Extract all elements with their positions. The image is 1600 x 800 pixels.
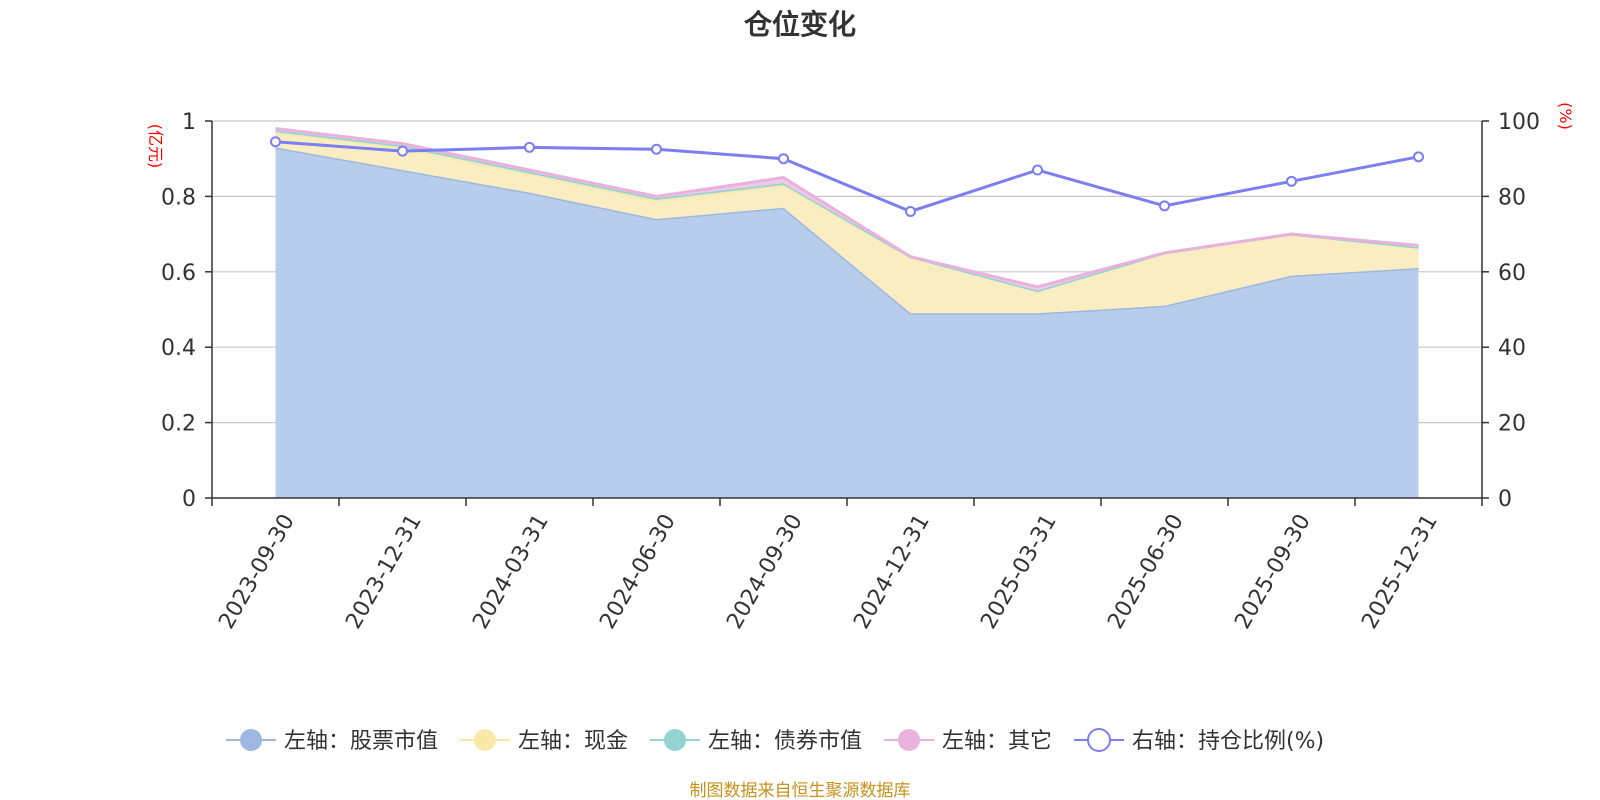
left-axis-unit: (亿元)	[146, 124, 165, 169]
ratio-line	[270, 136, 1424, 217]
ratio-point	[1413, 151, 1424, 163]
x-axis-tick-label: 2024-06-30	[595, 510, 681, 633]
ratio-point	[1032, 164, 1043, 176]
ratio-point	[270, 136, 281, 148]
right-axis-tick-label: 100	[1498, 110, 1540, 135]
area-series-4-edge	[275, 127, 1419, 289]
right-axis-tick-label: 80	[1498, 185, 1526, 210]
stacked-areas	[275, 127, 1419, 498]
left-axis-tick-label: 0.4	[161, 336, 196, 361]
x-axis-tick-label: 2025-06-30	[1103, 510, 1189, 633]
x-axis-tick-label: 2024-12-31	[849, 510, 935, 633]
legend-item-5: 右轴：持仓比例(%)	[1074, 728, 1324, 754]
ratio-point	[1286, 175, 1297, 187]
area-series-2	[275, 132, 1419, 314]
right-axis-tick-label: 20	[1498, 412, 1526, 437]
legend-item-1: 左轴：股票市值	[226, 729, 438, 754]
left-axis-tick-label: 0	[182, 487, 196, 512]
x-axis-tick-label: 2024-03-31	[468, 510, 554, 633]
area-series-1	[275, 147, 1419, 498]
right-axis-tick-label: 60	[1498, 261, 1526, 286]
right-axis-unit: (%)	[1556, 102, 1575, 130]
legend-marker-circle	[474, 729, 496, 751]
legend-marker-circle	[240, 729, 262, 751]
ratio-line-path	[275, 140, 1419, 214]
x-axis-tick-label: 2025-09-30	[1230, 510, 1316, 633]
legend-marker-circle	[664, 729, 686, 751]
legend-item-3: 左轴：债券市值	[650, 729, 862, 754]
legend-label: 左轴：股票市值	[284, 729, 438, 754]
x-axis-tick-label: 2025-03-31	[976, 510, 1062, 633]
legend-label: 左轴：债券市值	[708, 729, 862, 754]
legend: 左轴：股票市值 左轴：现金 左轴：债券市值 左轴：其它 右轴：持仓比例(%)	[226, 728, 1324, 754]
ratio-point	[905, 205, 916, 217]
right-axis-tick-label: 40	[1498, 336, 1526, 361]
ratio-point	[651, 143, 662, 155]
left-axis-tick-label: 0.2	[161, 412, 196, 437]
x-axis-tick-label: 2024-09-30	[722, 510, 808, 633]
ratio-point	[778, 153, 789, 165]
ratio-point	[397, 145, 408, 157]
left-axis-tick-label: 0.8	[161, 185, 196, 210]
ratio-point	[1159, 200, 1170, 212]
legend-label: 右轴：持仓比例(%)	[1132, 729, 1324, 754]
right-axis-tick-label: 0	[1498, 487, 1512, 512]
x-axis-tick-label: 2023-09-30	[214, 510, 300, 633]
legend-label: 左轴：现金	[518, 729, 628, 754]
left-axis-tick-label: 1	[182, 110, 196, 135]
legend-label: 左轴：其它	[942, 729, 1052, 754]
legend-item-4: 左轴：其它	[884, 729, 1052, 754]
legend-marker-circle	[898, 729, 920, 751]
ratio-point	[524, 141, 535, 153]
legend-item-2: 左轴：现金	[460, 729, 628, 754]
x-axis-tick-label: 2023-12-31	[341, 510, 427, 633]
data-source-note: 制图数据来自恒生聚源数据库	[690, 781, 911, 800]
chart-title: 仓位变化	[744, 8, 856, 41]
x-axis-tick-label: 2025-12-31	[1357, 510, 1443, 633]
legend-marker-circle	[1087, 728, 1111, 752]
left-axis-tick-label: 0.6	[161, 261, 196, 286]
